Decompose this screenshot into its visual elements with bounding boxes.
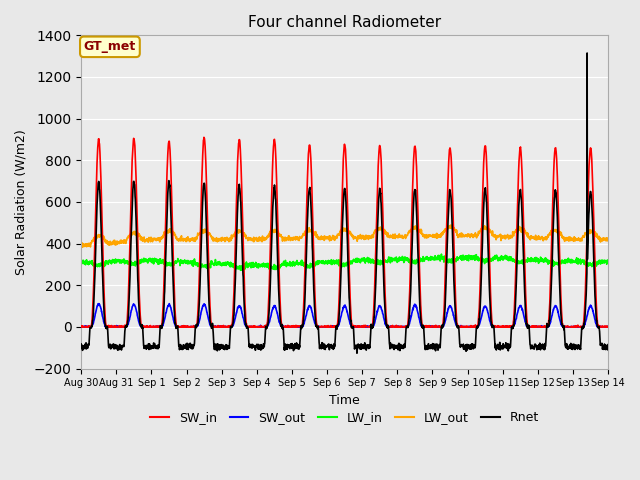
X-axis label: Time: Time (329, 394, 360, 407)
Legend: SW_in, SW_out, LW_in, LW_out, Rnet: SW_in, SW_out, LW_in, LW_out, Rnet (145, 406, 544, 429)
Title: Four channel Radiometer: Four channel Radiometer (248, 15, 441, 30)
Text: GT_met: GT_met (84, 40, 136, 53)
Y-axis label: Solar Radiation (W/m2): Solar Radiation (W/m2) (15, 129, 28, 275)
